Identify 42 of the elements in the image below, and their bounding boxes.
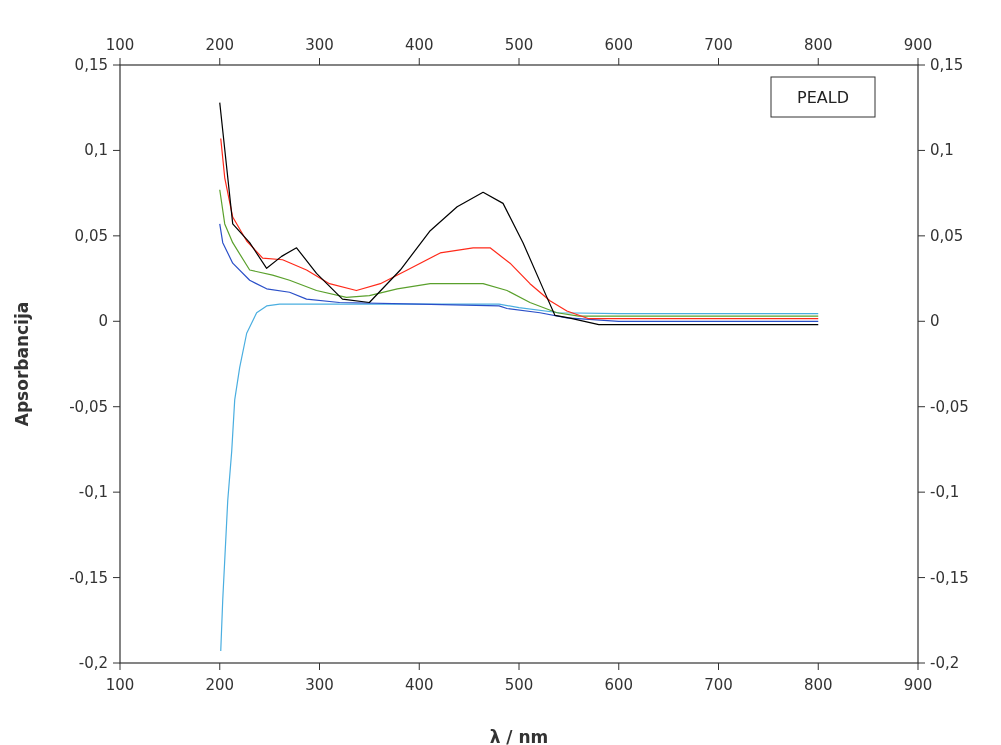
x-tick-label: 100: [105, 36, 135, 54]
x-tick-label: 600: [604, 36, 634, 54]
y-tick-label: 0,05: [74, 226, 108, 245]
y2-tick-label: -0,1: [930, 483, 960, 502]
x2-tick-label: 800: [803, 676, 833, 694]
y-tick-label: -0,2: [78, 654, 108, 672]
x2-tick-label: 200: [205, 676, 235, 694]
y2-tick-label: -0,2: [930, 654, 960, 672]
y2-tick-label: -0,05: [930, 397, 969, 416]
annotation: PEALD: [797, 88, 849, 107]
x-tick-label: 900: [903, 36, 933, 54]
y-tick-label: 0,15: [74, 56, 108, 74]
y-axis-title: Apsorbancija: [12, 301, 32, 427]
line-series: [220, 137, 819, 320]
x-tick-label: 200: [205, 36, 235, 54]
y-tick-label: -0,05: [69, 397, 108, 416]
x2-tick-label: 300: [305, 676, 334, 694]
line-series: [219, 223, 819, 322]
x-tick-label: 500: [504, 36, 534, 54]
y2-tick-label: 0,1: [930, 141, 954, 160]
x-tick-label: 400: [404, 36, 434, 54]
x-tick-label: 300: [305, 36, 334, 54]
line-series: [219, 189, 819, 317]
line-series: [220, 303, 819, 652]
x-tick-label: 700: [704, 36, 733, 54]
y2-tick-label: 0,05: [930, 226, 964, 245]
x-axis-title: λ / nm: [489, 727, 549, 745]
y-tick-label: -0,15: [69, 568, 108, 587]
y-tick-label: 0: [98, 312, 108, 331]
y2-tick-label: 0: [930, 312, 940, 331]
x2-tick-label: 500: [504, 676, 534, 694]
y2-tick-label: -0,15: [930, 568, 969, 587]
x-tick-label: 800: [803, 36, 833, 54]
line-series: [219, 101, 819, 326]
x2-tick-label: 400: [404, 676, 434, 694]
x2-tick-label: 100: [105, 676, 135, 694]
y2-tick-label: 0,15: [930, 56, 964, 74]
y-tick-label: 0,1: [84, 141, 108, 160]
x2-tick-label: 900: [903, 676, 933, 694]
x2-tick-label: 700: [704, 676, 733, 694]
y-tick-label: -0,1: [78, 483, 108, 502]
x2-tick-label: 600: [604, 676, 634, 694]
